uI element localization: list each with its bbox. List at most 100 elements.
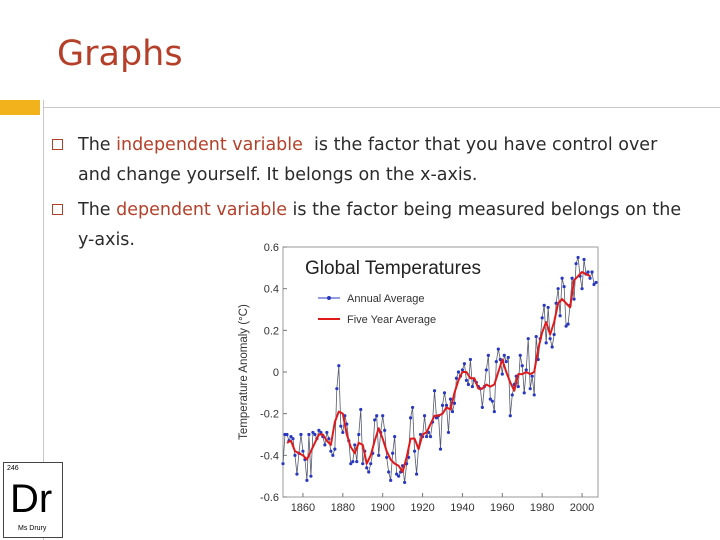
bullet-text: is the factor being measured belongs on … xyxy=(78,200,682,250)
annual-point xyxy=(287,439,291,443)
x-tick-label: 1960 xyxy=(490,502,514,514)
bullet-text: The xyxy=(78,200,117,220)
annual-point xyxy=(412,449,417,453)
annual-point xyxy=(373,418,377,422)
annual-point xyxy=(572,297,576,301)
annual-point xyxy=(391,451,395,455)
annual-point xyxy=(291,437,295,441)
x-tick-label: 1980 xyxy=(530,502,554,514)
side-rule xyxy=(43,100,44,540)
annual-point xyxy=(458,374,463,378)
annual-point xyxy=(546,305,550,310)
annual-point xyxy=(434,416,439,420)
annual-point xyxy=(500,372,504,376)
annual-point xyxy=(327,437,331,441)
annual-point xyxy=(353,443,357,447)
annual-point xyxy=(343,414,347,418)
annual-point xyxy=(540,316,544,320)
annual-point xyxy=(536,357,540,362)
annual-point xyxy=(518,353,522,357)
annual-point xyxy=(355,459,359,464)
annual-point xyxy=(560,276,564,280)
annual-point xyxy=(562,284,566,289)
badge-symbol: Dr xyxy=(10,477,53,521)
annual-point xyxy=(365,466,369,470)
annual-point xyxy=(315,437,319,441)
bullet-marker xyxy=(52,204,63,215)
annual-point xyxy=(446,430,451,435)
annual-point xyxy=(466,382,471,387)
annual-point xyxy=(397,474,401,478)
annual-point xyxy=(418,432,423,437)
annual-point xyxy=(442,391,447,395)
annual-point xyxy=(480,405,484,410)
annual-point xyxy=(454,376,459,380)
annual-point xyxy=(464,378,469,382)
annual-point xyxy=(422,414,427,418)
annual-point xyxy=(319,430,323,435)
annual-point xyxy=(488,397,492,401)
annual-point xyxy=(592,282,596,287)
annual-point xyxy=(528,387,532,391)
annual-point xyxy=(285,432,289,437)
annual-point xyxy=(564,324,568,328)
annual-point xyxy=(416,445,421,449)
legend-label: Annual Average xyxy=(347,293,424,305)
annual-point xyxy=(401,464,405,468)
annual-point xyxy=(357,432,361,437)
annual-point xyxy=(313,432,317,437)
annual-point xyxy=(586,270,590,274)
annual-point xyxy=(570,276,574,280)
annual-point xyxy=(448,397,453,401)
bullet: The independent variable is the factor t… xyxy=(52,130,688,190)
annual-point xyxy=(345,422,349,426)
annual-point xyxy=(424,434,429,439)
annual-point xyxy=(407,455,411,460)
annual-point xyxy=(544,341,548,345)
annual-point xyxy=(456,370,461,374)
annual-point xyxy=(476,384,480,389)
annual-point xyxy=(588,276,592,280)
bullet-highlight: dependent variable xyxy=(116,200,287,220)
annual-point xyxy=(520,364,524,368)
annual-point xyxy=(381,414,385,418)
x-tick-label: 2000 xyxy=(570,502,594,514)
legend-swatch-point xyxy=(327,296,331,300)
annual-point xyxy=(484,368,488,372)
bullet: The dependent variable is the factor bei… xyxy=(52,195,688,255)
annual-point xyxy=(299,432,303,437)
annual-point xyxy=(379,430,383,435)
annual-point xyxy=(492,409,496,414)
annual-point xyxy=(494,359,498,364)
annual-point xyxy=(532,393,536,397)
badge-number: 246 xyxy=(7,465,19,472)
x-tick-label: 1880 xyxy=(331,502,355,514)
annual-point xyxy=(426,430,431,435)
annual-point xyxy=(578,274,582,278)
annual-point xyxy=(590,270,594,274)
y-tick-label: -0.6 xyxy=(260,492,279,504)
annual-point xyxy=(325,430,329,435)
y-axis-label: Temperature Anomaly (°C) xyxy=(238,304,250,440)
annual-point xyxy=(349,462,353,466)
annual-point xyxy=(440,403,445,407)
annual-point xyxy=(538,337,542,341)
annual-point xyxy=(502,353,506,357)
annual-point xyxy=(506,355,510,360)
annual-point xyxy=(522,391,526,395)
annual-point xyxy=(307,432,311,437)
annual-point xyxy=(317,428,321,432)
annual-point xyxy=(486,353,490,357)
x-tick-label: 1920 xyxy=(410,502,434,514)
annual-point xyxy=(295,472,299,476)
annual-point xyxy=(548,337,552,341)
annual-point xyxy=(408,416,413,420)
annual-point xyxy=(582,257,586,262)
annual-point xyxy=(452,401,457,405)
annual-point xyxy=(351,459,355,464)
annual-point xyxy=(542,303,546,307)
annual-point xyxy=(367,470,371,474)
y-tick-label: 0.2 xyxy=(264,325,279,337)
annual-point xyxy=(554,301,558,305)
annual-point xyxy=(468,357,473,362)
